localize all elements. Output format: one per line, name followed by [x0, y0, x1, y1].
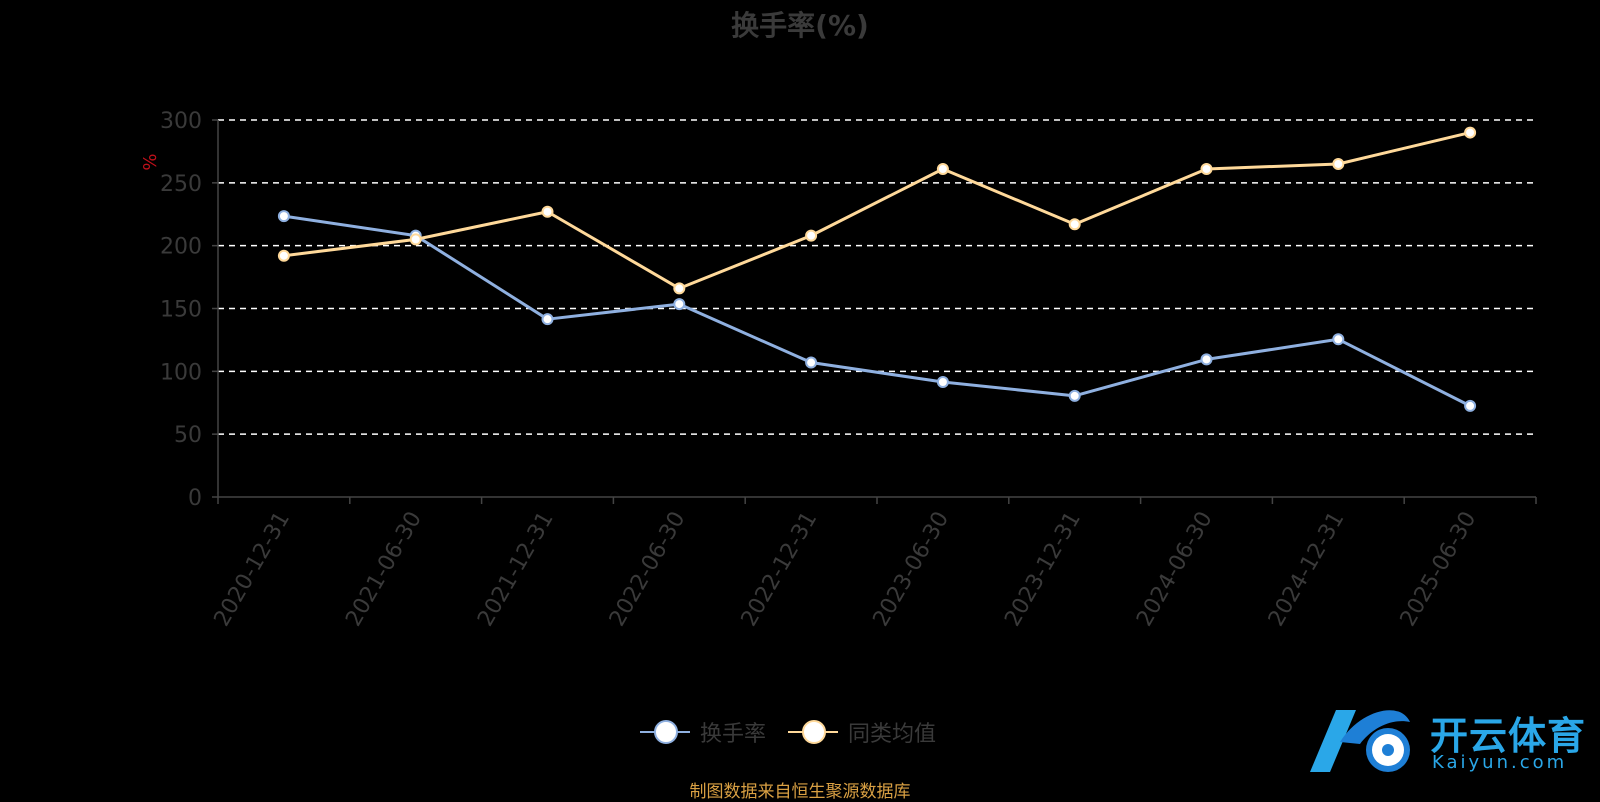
data-point — [1332, 157, 1345, 170]
x-tick-label: 2020-12-31 — [210, 508, 296, 631]
data-point — [1200, 353, 1213, 366]
kaiyun-logo-icon — [1310, 710, 1410, 772]
x-tick-label: 2022-06-30 — [605, 508, 691, 631]
data-point — [277, 210, 290, 223]
data-point — [1464, 399, 1477, 412]
x-tick-labels: 2020-12-31 2021-06-30 2021-12-31 2022-06-30… — [210, 508, 1482, 631]
legend-swatch-turnover — [640, 720, 690, 744]
data-point — [673, 298, 686, 311]
data-point — [1332, 333, 1345, 346]
legend-item-peer-average[interactable]: 同类均值 — [788, 716, 936, 748]
y-tick-label: 150 — [160, 298, 202, 323]
chart-title: 换手率(%) — [731, 9, 869, 42]
x-tick-label: 2024-12-31 — [1264, 508, 1350, 631]
data-point — [1464, 126, 1477, 139]
y-tick-label: 250 — [160, 172, 202, 197]
axes — [212, 119, 1537, 504]
series-line-1 — [283, 131, 1471, 290]
data-point — [1068, 389, 1081, 402]
x-tick-label: 2023-12-31 — [1000, 508, 1086, 631]
legend-label-peer-average: 同类均值 — [848, 722, 937, 747]
legend: 换手率 同类均值 — [640, 716, 936, 748]
data-point — [805, 229, 818, 242]
watermark-domain: Kaiyun.com — [1432, 752, 1568, 773]
x-tick-label: 2022-12-31 — [737, 508, 823, 631]
y-tick-labels: 0 50 100 150 200 250 300 — [160, 109, 202, 511]
series-line-0 — [283, 214, 1471, 408]
data-point — [936, 163, 949, 176]
x-tick-label: 2021-12-31 — [473, 508, 559, 631]
source-note: 制图数据来自恒生聚源数据库 — [689, 782, 911, 802]
data-point — [805, 356, 818, 369]
x-tick-label: 2023-06-30 — [869, 508, 955, 631]
x-tick-label: 2025-06-30 — [1396, 508, 1482, 631]
data-point — [541, 313, 554, 326]
x-tick-label: 2024-06-30 — [1132, 508, 1218, 631]
x-tick-label: 2021-06-30 — [341, 508, 427, 631]
data-point — [1068, 218, 1081, 231]
y-tick-label: 50 — [174, 423, 202, 448]
y-axis-label: % — [140, 153, 161, 170]
series-lines — [277, 126, 1477, 412]
data-point — [936, 376, 949, 389]
legend-label-turnover: 换手率 — [700, 722, 767, 747]
y-tick-label: 100 — [160, 360, 202, 385]
data-point — [673, 282, 686, 295]
y-tick-label: 200 — [160, 235, 202, 260]
data-point — [277, 249, 290, 262]
y-tick-label: 300 — [160, 109, 202, 134]
data-point — [541, 205, 554, 218]
legend-item-turnover[interactable]: 换手率 — [640, 716, 766, 748]
y-tick-label: 0 — [188, 486, 202, 511]
data-point — [1200, 163, 1213, 176]
legend-swatch-peer-average — [788, 720, 839, 744]
data-point — [409, 233, 422, 246]
watermark-brand: 开云体育 — [1430, 714, 1587, 758]
